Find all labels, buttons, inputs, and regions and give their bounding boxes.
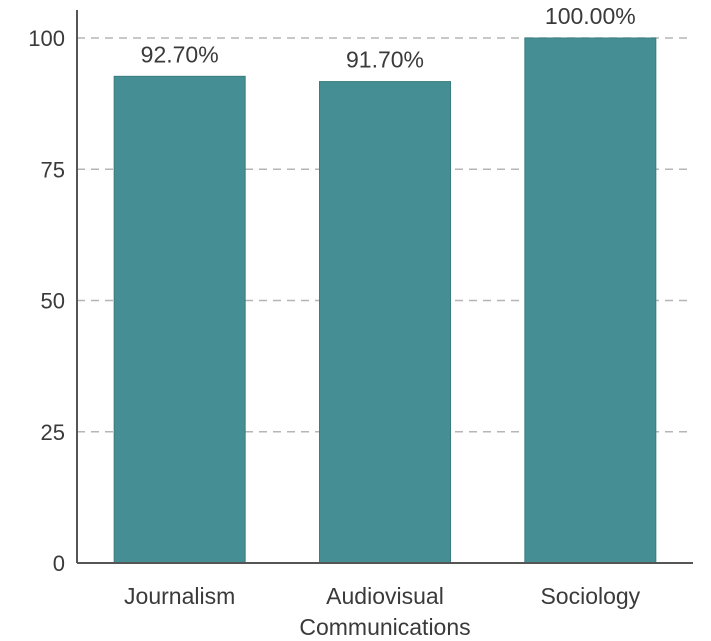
x-tick-label: Journalism	[124, 583, 235, 609]
y-tick-label: 0	[53, 551, 65, 576]
x-tick-label-line: Journalism	[124, 583, 235, 609]
x-tick-label-line: Communications	[299, 614, 470, 640]
y-tick-label: 50	[41, 289, 65, 314]
bar	[524, 37, 657, 564]
data-labels: 92.70% 91.70% 100.00%	[141, 3, 636, 73]
x-tick-label: Audiovisual Communications	[299, 583, 470, 640]
y-tick-label: 25	[41, 420, 65, 445]
x-tick-label-line: Audiovisual	[326, 583, 444, 609]
bar-value-label: 91.70%	[346, 47, 424, 73]
x-axis-labels: Journalism Audiovisual Communications Socio…	[124, 583, 641, 640]
y-tick-label: 75	[41, 157, 65, 182]
bar-value-label: 92.70%	[141, 41, 219, 67]
x-tick-label-line: Sociology	[540, 583, 640, 609]
bar	[319, 81, 451, 564]
y-axis-ticks: 0 25 50 75 100	[28, 26, 65, 576]
bars	[113, 37, 657, 564]
bar-value-label: 100.00%	[545, 3, 636, 29]
bar	[113, 75, 246, 564]
x-tick-label: Sociology	[540, 583, 640, 609]
y-tick-label: 100	[28, 26, 65, 51]
